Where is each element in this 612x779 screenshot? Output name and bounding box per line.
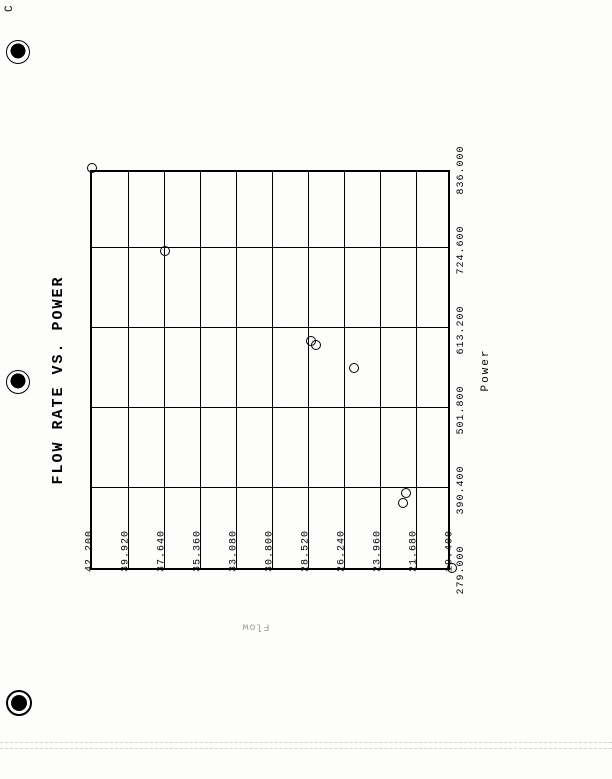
- y-axis-label: Flow: [241, 620, 269, 631]
- x-tick-label: 613.200: [456, 305, 467, 354]
- y-tick-label: 28.520: [301, 530, 312, 590]
- x-axis-label: Power: [480, 170, 492, 570]
- grid-line: [380, 172, 381, 568]
- chart-title: FLOW RATE VS. POWER: [50, 120, 67, 640]
- y-tick-label: 35.360: [193, 530, 204, 590]
- data-point: [401, 488, 411, 498]
- y-tick-label: 30.800: [265, 530, 276, 590]
- grid-line: [128, 172, 129, 568]
- y-tick-label: 23.960: [373, 530, 384, 590]
- x-tick-label: 390.400: [456, 465, 467, 514]
- data-point: [349, 363, 359, 373]
- chart-container: FLOW RATE VS. POWER Power Flow 279.000 39…: [50, 120, 510, 640]
- grid-line: [344, 172, 345, 568]
- y-tick-label: 37.640: [157, 530, 168, 590]
- grid-line: [236, 172, 237, 568]
- x-tick-label: 836.000: [456, 145, 467, 194]
- grid-line: [416, 172, 417, 568]
- scanned-page: C 15 FLOW RATE VS. POWER Power Flow 279.…: [0, 0, 612, 779]
- y-tick-label: 42.200: [85, 530, 96, 590]
- grid-line: [92, 247, 448, 248]
- grid-line: [164, 172, 165, 568]
- x-tick-label: 279.000: [456, 545, 467, 594]
- scan-artifact: [0, 748, 612, 749]
- grid-line: [272, 172, 273, 568]
- page-number: C 15: [4, 0, 16, 12]
- x-tick-label: 724.600: [456, 225, 467, 274]
- hole-punch-icon: [6, 40, 30, 64]
- y-tick-label: 19.400: [445, 530, 456, 590]
- y-tick-label: 39.920: [121, 530, 132, 590]
- y-tick-label: 33.080: [229, 530, 240, 590]
- x-tick-label: 501.800: [456, 385, 467, 434]
- y-tick-label: 26.240: [337, 530, 348, 590]
- data-point: [398, 498, 408, 508]
- grid-line: [92, 487, 448, 488]
- grid-line: [92, 407, 448, 408]
- data-point: [306, 336, 316, 346]
- hole-punch-icon: [6, 690, 32, 716]
- plot-area: [90, 170, 450, 570]
- grid-line: [200, 172, 201, 568]
- scan-artifact: [0, 742, 612, 743]
- data-point: [160, 246, 170, 256]
- y-tick-label: 21.680: [409, 530, 420, 590]
- hole-punch-icon: [6, 370, 30, 394]
- grid-line: [308, 172, 309, 568]
- data-point: [87, 163, 97, 173]
- grid-line: [92, 327, 448, 328]
